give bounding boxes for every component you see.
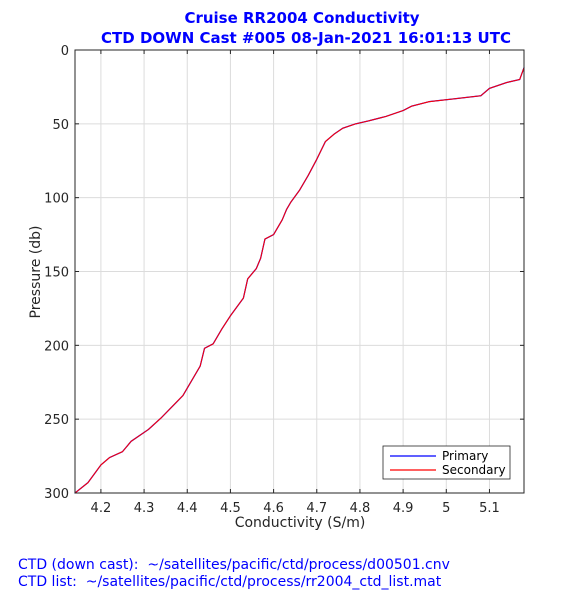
x-tick-label: 4.2 (91, 501, 112, 516)
tick-layer: 4.2 4.3 4.4 4.5 4.6 4.7 4.8 4.9 5 5.1 0 50 100 150 200… (44, 44, 524, 516)
series-layer (74, 67, 525, 494)
chart-subtitle: CTD DOWN Cast #005 08-Jan-2021 16:01:13 … (101, 29, 511, 47)
x-tick-label: 5.1 (479, 501, 500, 516)
x-tick-label: 5 (442, 501, 450, 516)
x-tick-label: 4.9 (393, 501, 414, 516)
primary-series-line (74, 67, 525, 494)
footer-ctd-list: CTD list: ~/satellites/pacific/ctd/proce… (18, 574, 442, 590)
legend-label-secondary: Secondary (442, 463, 506, 477)
x-axis-label: Conductivity (S/m) (235, 515, 366, 531)
legend: Primary Secondary (382, 445, 511, 480)
y-tick-label: 250 (44, 413, 69, 428)
x-tick-label: 4.4 (177, 501, 198, 516)
y-tick-label: 50 (52, 118, 69, 133)
grid-layer (75, 49, 524, 494)
x-tick-label: 4.5 (220, 501, 241, 516)
x-tick-label: 4.6 (263, 501, 284, 516)
legend-label-primary: Primary (442, 449, 488, 463)
secondary-series-line (74, 67, 525, 494)
y-tick-label: 100 (44, 192, 69, 207)
footer-ctd-file: CTD (down cast): ~/satellites/pacific/ct… (18, 557, 450, 573)
chart-title: Cruise RR2004 Conductivity (184, 9, 419, 27)
x-tick-label: 4.3 (134, 501, 155, 516)
y-tick-label: 300 (44, 487, 69, 502)
x-tick-label: 4.8 (350, 501, 371, 516)
y-tick-label: 0 (61, 44, 69, 59)
legend-box (382, 445, 511, 480)
x-tick-label: 4.7 (306, 501, 327, 516)
y-axis-label: Pressure (db) (28, 226, 44, 319)
y-tick-label: 150 (44, 266, 69, 281)
y-tick-label: 200 (44, 339, 69, 354)
